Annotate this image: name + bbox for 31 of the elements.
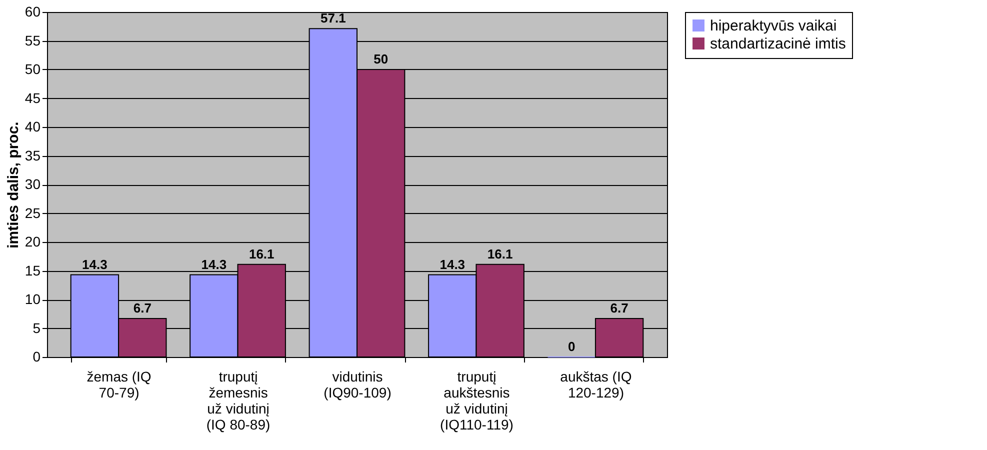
y-tick-label: 60 [24, 4, 41, 20]
x-tick-label: truputį žemesnis už vidutinį (IQ 80-89) [206, 368, 270, 432]
data-label: 50 [374, 52, 388, 66]
y-tick-label: 40 [24, 118, 41, 134]
y-tick-label: 20 [24, 234, 41, 250]
data-label: 14.3 [82, 256, 108, 272]
data-label: 57.1 [320, 10, 346, 26]
data-label: 16.1 [487, 246, 513, 262]
y-tick-label: 55 [24, 32, 41, 48]
x-tick-label: truputį aukštesnis už vidutinį (IQ110-119) [440, 368, 514, 432]
data-label: 6.7 [133, 300, 152, 316]
legend-label: standartizacinė imtis [710, 36, 846, 52]
y-tick-label: 25 [24, 204, 41, 221]
y-tick-label: 0 [32, 348, 41, 364]
y-axis-title: imties dalis, proc. [4, 122, 22, 248]
y-tick-label: 5 [32, 320, 41, 336]
data-label: 0 [568, 339, 576, 354]
data-label: 6.7 [610, 300, 628, 316]
y-tick-label: 30 [24, 176, 41, 192]
data-label: 14.3 [201, 256, 227, 272]
y-tick-label: 35 [24, 147, 41, 164]
x-tick-label: aukštas (IQ 120-129) [560, 368, 632, 400]
y-tick-label: 10 [24, 291, 41, 307]
data-label: 16.1 [248, 246, 274, 262]
y-tick-label: 50 [24, 61, 41, 77]
y-tick-label: 45 [24, 90, 41, 106]
x-tick-label: vidutinis (IQ90-109) [324, 368, 392, 400]
y-tick-label: 15 [24, 262, 41, 278]
x-tick-label: žemas (IQ 70-79) [86, 368, 152, 400]
data-label: 14.3 [440, 256, 466, 272]
legend-label: hiperaktyvūs vaikai [710, 18, 837, 34]
